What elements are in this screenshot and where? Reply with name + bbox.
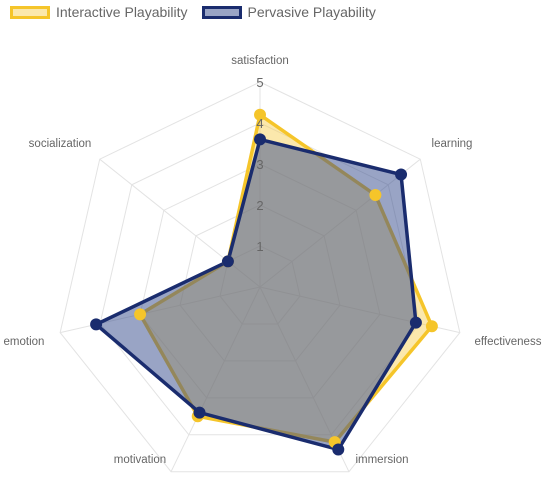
grid-ring-5 <box>59 81 461 473</box>
point-0-emotion[interactable] <box>134 308 147 321</box>
series-area-1 <box>92 137 418 452</box>
tick-label-3: 3 <box>256 157 263 172</box>
point-0-satisfaction[interactable] <box>254 108 266 121</box>
point-1-motivation[interactable] <box>193 406 206 419</box>
tick-label-2: 2 <box>256 198 263 213</box>
point-1-emotion[interactable] <box>90 318 103 331</box>
legend-swatch-pervasive <box>201 5 242 19</box>
point-1-effectiveness[interactable] <box>409 316 422 329</box>
axis-label-immersion: immersion <box>355 454 408 466</box>
tick-label-4: 4 <box>256 116 263 131</box>
point-0-effectiveness[interactable] <box>425 320 438 333</box>
axis-label-learning: learning <box>432 138 473 150</box>
legend-item-interactive[interactable]: Interactive Playability <box>10 4 188 20</box>
legend: Interactive Playability Pervasive Playab… <box>10 4 376 20</box>
axis-label-motivation: motivation <box>114 454 166 466</box>
axis-label-effectiveness: effectiveness <box>475 336 542 348</box>
legend-swatch-interactive <box>10 5 50 19</box>
point-1-learning[interactable] <box>395 168 408 181</box>
tick-label-5: 5 <box>256 75 263 90</box>
tick-label-1: 1 <box>256 239 263 254</box>
legend-item-pervasive[interactable]: Pervasive Playability <box>201 4 376 20</box>
point-1-satisfaction[interactable] <box>254 133 266 146</box>
axis-label-emotion: emotion <box>4 336 45 348</box>
legend-label-interactive: Interactive Playability <box>56 4 188 20</box>
axis-label-satisfaction: satisfaction <box>231 55 289 67</box>
point-1-immersion[interactable] <box>332 443 345 456</box>
axis-label-socialization: socialization <box>29 138 92 150</box>
legend-label-pervasive: Pervasive Playability <box>247 4 376 20</box>
point-1-socialization[interactable] <box>221 255 234 268</box>
point-0-learning[interactable] <box>369 188 382 201</box>
